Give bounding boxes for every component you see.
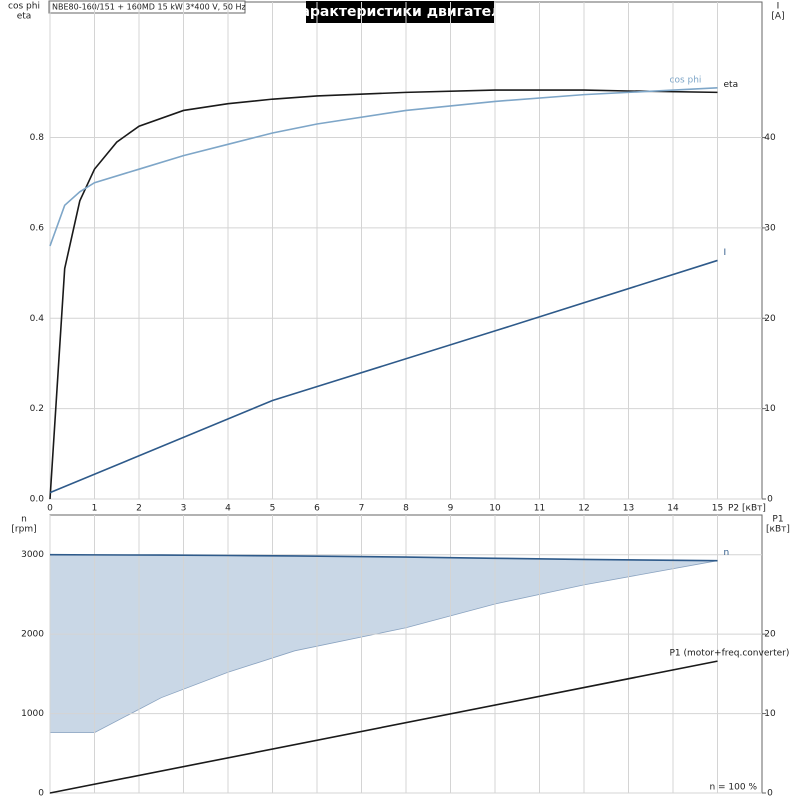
x-tick-label: 9: [448, 504, 454, 514]
y-tick-label: 2000: [21, 630, 44, 640]
y2-tick-label: 20: [764, 630, 776, 640]
y2-tick-label: 0: [767, 495, 773, 505]
x-tick-label: 4: [225, 504, 231, 514]
series-label: I: [724, 248, 727, 258]
title-box: [306, 1, 494, 23]
x-tick-label: 12: [578, 504, 589, 514]
y-axis-label: [rpm]: [11, 525, 36, 535]
subtitle-box: [48, 0, 246, 14]
y2-tick-label: 10: [764, 404, 776, 414]
x-tick-label: 13: [623, 504, 634, 514]
x-tick-label: 14: [667, 504, 679, 514]
x-tick-label: 7: [359, 504, 365, 514]
y2-tick-label: 10: [764, 709, 776, 719]
series-line: [49, 87, 718, 247]
x-tick-label: 8: [403, 504, 409, 514]
series-label: eta: [724, 80, 739, 90]
series-line: [49, 259, 718, 494]
x-tick-label: 6: [314, 504, 320, 514]
y-tick-label: 0: [38, 789, 44, 799]
chart-title: Характеристики двигателя: [290, 4, 511, 20]
y-tick-label: 0.8: [30, 133, 45, 143]
subtitle: NBE80-160/151 + 160MD 15 kW 3*400 V, 50 …: [52, 3, 246, 12]
y-tick-label: 0.2: [30, 404, 44, 414]
series-line: [49, 89, 718, 500]
x-axis-label: P2 [кВт]: [728, 504, 766, 514]
x-tick-label: 0: [47, 504, 53, 514]
x-tick-label: 10: [489, 504, 501, 514]
y-tick-label: 3000: [21, 550, 44, 560]
y2-tick-label: 40: [764, 133, 776, 143]
series-line: [49, 660, 718, 794]
y-axis-label: cos phi: [8, 2, 40, 12]
y-tick-label: 0.6: [30, 223, 45, 233]
series-label: n: [724, 548, 730, 558]
y2-axis-label: [A]: [771, 12, 784, 22]
y-tick-label: 0.4: [30, 314, 45, 324]
y-axis-label: n: [21, 515, 27, 525]
x-tick-label: 11: [534, 504, 545, 514]
y2-tick-label: 20: [764, 314, 776, 324]
y-tick-label: 0.0: [30, 495, 45, 505]
x-tick-label: 15: [712, 504, 723, 514]
y2-axis-label: [кВт]: [766, 525, 790, 535]
x-tick-label: 2: [136, 504, 142, 514]
y2-axis-label: I: [777, 2, 780, 12]
series-label: P1 (motor+freq.converter): [670, 649, 790, 659]
y2-axis-label: P1: [772, 515, 783, 525]
series-label: cos phi: [670, 75, 702, 85]
y2-tick-label: 0: [767, 789, 773, 799]
range-band: [49, 554, 718, 734]
x-tick-label: 5: [270, 504, 276, 514]
x-tick-label: 1: [92, 504, 98, 514]
y-tick-label: 1000: [21, 709, 44, 719]
y2-tick-label: 30: [764, 223, 776, 233]
series-line: [49, 553, 718, 562]
x-tick-label: 3: [181, 504, 187, 514]
annotation: n = 100 %: [709, 783, 757, 793]
y-axis-label: eta: [17, 12, 32, 22]
